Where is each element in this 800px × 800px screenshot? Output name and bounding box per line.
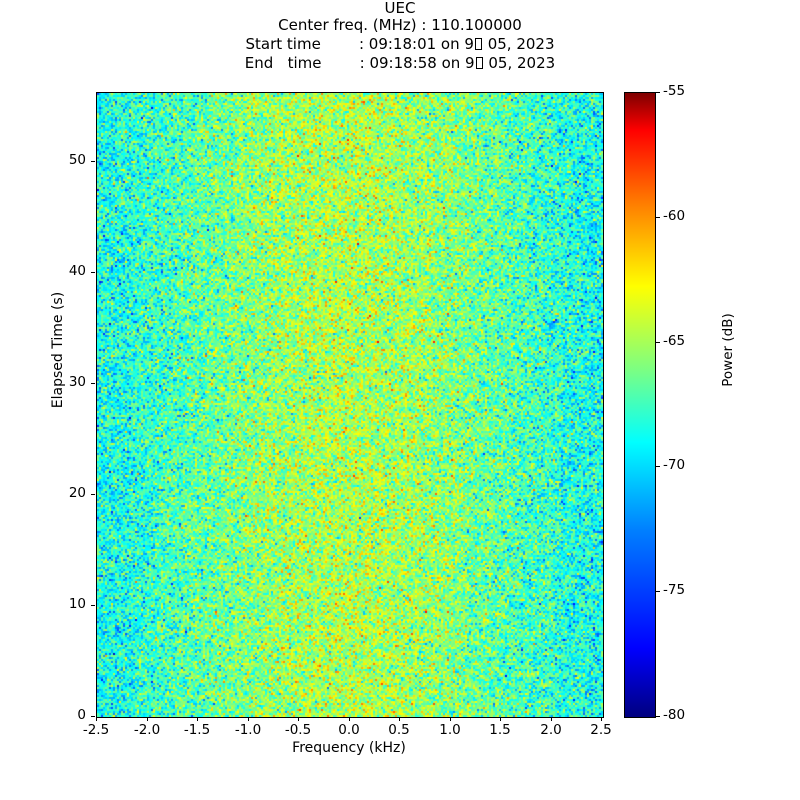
- figure-title-block: UEC Center freq. (MHz) : 110.100000 Star…: [0, 0, 800, 72]
- start-time-separator: :: [320, 35, 369, 53]
- end-time-value-post: 05, 2023: [483, 54, 556, 72]
- colorbar-tick-label: -60: [663, 208, 686, 224]
- colorbar-tick: [655, 591, 660, 592]
- colorbar-tick-label: -80: [663, 707, 686, 723]
- figure-title: UEC: [384, 0, 416, 17]
- colorbar-tick: [655, 466, 660, 467]
- x-axis-tick-label: 0.0: [338, 722, 360, 738]
- x-axis-tick-label: -2.5: [82, 722, 110, 738]
- colorbar-tick-label: -65: [663, 333, 686, 349]
- y-axis-label: Elapsed Time (s): [50, 291, 66, 409]
- y-axis-tick: [91, 383, 95, 384]
- y-axis-tick-label: 20: [68, 485, 86, 501]
- x-axis-tick-label: -1.0: [234, 722, 262, 738]
- spectrogram-plot-area: [96, 92, 604, 718]
- x-axis-tick: [248, 717, 249, 721]
- x-axis-tick-label: 2.0: [540, 722, 562, 738]
- x-axis-tick-label: -0.5: [284, 722, 312, 738]
- y-axis-tick-label: 50: [68, 152, 86, 168]
- y-axis-tick: [91, 161, 95, 162]
- y-axis-tick: [91, 716, 95, 717]
- x-axis-tick: [500, 717, 501, 721]
- x-axis-tick-label: -1.5: [183, 722, 211, 738]
- x-axis-tick-label: 0.5: [388, 722, 410, 738]
- end-time-label: End time: [244, 54, 322, 72]
- colorbar-tick-label: -55: [663, 83, 686, 99]
- colorbar-tick-label: -75: [663, 582, 686, 598]
- x-axis-tick: [298, 717, 299, 721]
- y-axis-tick-label: 30: [68, 374, 86, 390]
- colorbar: [624, 92, 656, 718]
- colorbar-label: Power (dB): [720, 313, 736, 387]
- start-time-value-pre: 09:18:01 on 9: [368, 35, 474, 53]
- colorbar-tick: [655, 92, 660, 93]
- x-axis-tick-label: -2.0: [133, 722, 161, 738]
- x-axis-tick: [147, 717, 148, 721]
- start-time-value-post: 05, 2023: [482, 35, 555, 53]
- missing-glyph-icon: [475, 57, 483, 69]
- y-axis-tick-label: 40: [68, 263, 86, 279]
- x-axis-tick: [601, 717, 602, 721]
- x-axis-label: Frequency (kHz): [292, 740, 406, 756]
- x-axis-tick: [96, 717, 97, 721]
- x-axis-tick: [197, 717, 198, 721]
- y-axis-tick: [91, 272, 95, 273]
- start-time-label: Start time: [245, 35, 321, 53]
- colorbar-tick-label: -70: [663, 457, 686, 473]
- x-axis-tick-label: 1.5: [489, 722, 511, 738]
- x-axis-tick: [551, 717, 552, 721]
- end-time-separator: :: [321, 54, 370, 72]
- x-axis-tick-label: 2.5: [590, 722, 612, 738]
- spectrogram-image: [97, 93, 603, 717]
- x-axis-tick-label: 1.0: [439, 722, 461, 738]
- y-axis-tick: [91, 605, 95, 606]
- missing-glyph-icon: [474, 38, 482, 50]
- y-axis-tick-label: 0: [77, 707, 86, 723]
- x-axis-tick: [450, 717, 451, 721]
- colorbar-gradient: [625, 93, 655, 717]
- colorbar-tick: [655, 217, 660, 218]
- x-axis-tick: [399, 717, 400, 721]
- colorbar-tick: [655, 342, 660, 343]
- end-time-value-pre: 09:18:58 on 9: [369, 54, 475, 72]
- y-axis-tick-label: 10: [68, 596, 86, 612]
- start-time-row: Start time : 09:18:01 on 9 05, 2023: [0, 34, 800, 53]
- y-axis-tick: [91, 494, 95, 495]
- end-time-row: End time : 09:18:58 on 9 05, 2023: [0, 53, 800, 72]
- center-frequency-line: Center freq. (MHz) : 110.100000: [278, 16, 522, 34]
- x-axis-tick: [349, 717, 350, 721]
- colorbar-tick: [655, 716, 660, 717]
